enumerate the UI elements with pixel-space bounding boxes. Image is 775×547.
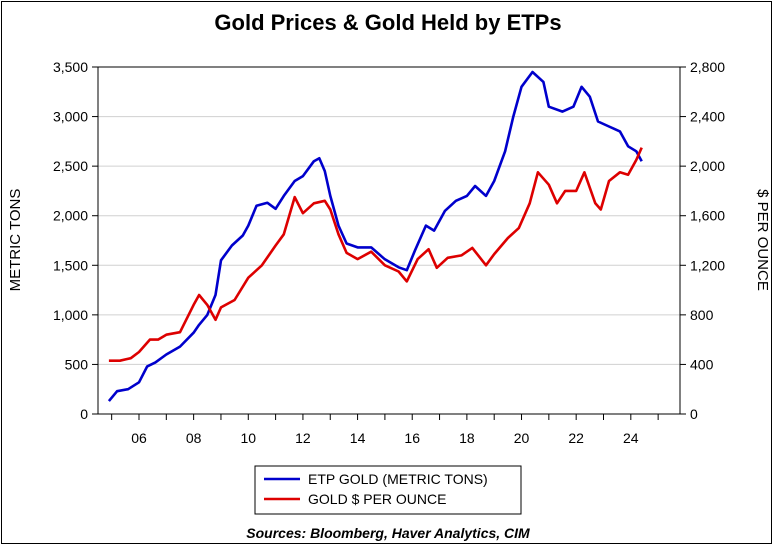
legend-label-etp: ETP GOLD (METRIC TONS) (308, 471, 488, 487)
x-tick-label: 12 (295, 430, 311, 446)
left-tick-label: 0 (80, 406, 88, 422)
series-line-gold-price (108, 147, 643, 362)
source-note: Sources: Bloomberg, Haver Analytics, CIM (246, 525, 530, 541)
x-tick-label: 06 (131, 430, 147, 446)
gridlines (98, 116, 680, 365)
left-tick-label: 2,500 (53, 158, 88, 174)
series-layer (107, 70, 643, 402)
left-axis-label: METRIC TONS (7, 189, 24, 292)
x-tick-label: 18 (459, 430, 475, 446)
legend-label-gold: GOLD $ PER OUNCE (308, 491, 446, 507)
x-tick-label: 16 (404, 430, 420, 446)
right-tick-label: 0 (690, 406, 698, 422)
right-tick-label: 1,600 (690, 208, 725, 224)
left-tick-label: 3,500 (53, 59, 88, 75)
x-axis-ticks: 06 08 10 12 14 16 18 20 22 24 (111, 414, 659, 446)
chart-title: Gold Prices & Gold Held by ETPs (214, 10, 561, 35)
x-tick-label: 10 (240, 430, 256, 446)
right-tick-label: 2,800 (690, 59, 725, 75)
right-axis-label: $ PER OUNCE (754, 189, 771, 291)
legend: ETP GOLD (METRIC TONS) GOLD $ PER OUNCE (254, 465, 522, 515)
legend-box (254, 465, 522, 515)
right-tick-label: 1,200 (690, 257, 725, 273)
x-tick-label: 20 (514, 430, 530, 446)
left-tick-label: 3,000 (53, 109, 88, 125)
right-axis-ticks: 0 400 800 1,200 1,600 2,000 2,400 2,800 (680, 59, 725, 422)
left-tick-label: 500 (65, 356, 89, 372)
x-tick-label: 14 (350, 430, 366, 446)
x-tick-label: 22 (568, 430, 584, 446)
right-tick-label: 800 (690, 307, 714, 323)
x-tick-label: 08 (186, 430, 202, 446)
right-tick-label: 2,000 (690, 158, 725, 174)
left-axis-ticks: 0 500 1,000 1,500 2,000 2,500 3,000 3,500 (53, 59, 98, 422)
left-tick-label: 1,500 (53, 257, 88, 273)
x-tick-label: 24 (623, 430, 639, 446)
right-tick-label: 400 (690, 356, 714, 372)
left-tick-label: 2,000 (53, 208, 88, 224)
right-tick-label: 2,400 (690, 109, 725, 125)
left-tick-label: 1,000 (53, 307, 88, 323)
plot-border (97, 66, 681, 415)
series-line-etp-gold (107, 70, 643, 402)
